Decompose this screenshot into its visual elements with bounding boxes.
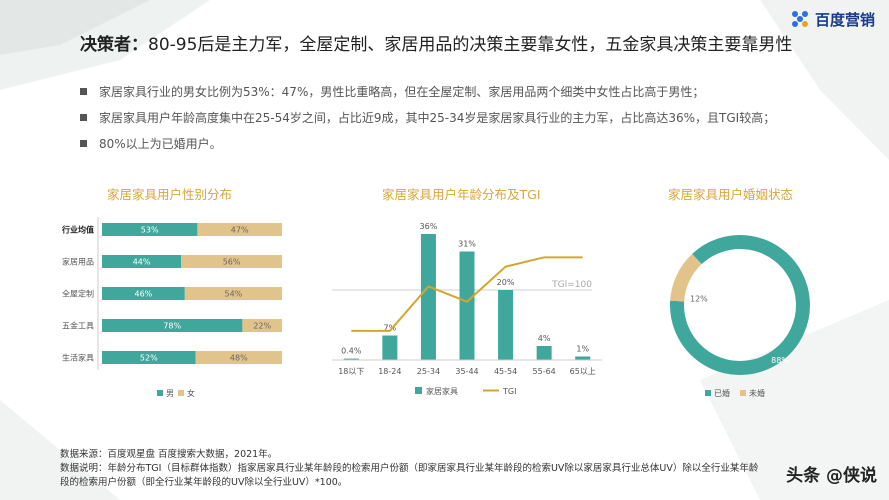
age-bar-label: 36% <box>420 222 438 231</box>
gender-bar-label-male: 78% <box>163 322 181 331</box>
gender-bar-label-female: 48% <box>230 354 248 363</box>
gender-bar-female <box>242 319 282 332</box>
gender-bar-label-female: 56% <box>223 258 241 267</box>
gender-category-label: 全屋定制 <box>62 289 94 299</box>
gender-bar-female <box>184 287 282 300</box>
age-tick-label: 18以下 <box>338 367 364 376</box>
legend-label-single: 未婚 <box>749 388 765 398</box>
gender-bar-female <box>197 223 282 236</box>
footer: 数据来源：百度观星盘 百度搜索大数据，2021年。 数据说明：年龄分布TGI（目… <box>60 448 758 490</box>
age-chart-title: 家居家具用户年龄分布及TGI <box>382 187 541 202</box>
gender-bar-male <box>102 287 185 300</box>
bullet-square-icon <box>80 113 87 121</box>
marriage-chart: 88% 12% 已婚 未婚 <box>670 235 810 398</box>
age-chart: TGI=100 0.4% 18以下 7% 18-24 36% 25-34 31% 35-44 20… <box>332 222 602 396</box>
age-tick-label: 45-54 <box>494 367 517 376</box>
gender-bar-female <box>181 255 282 268</box>
legend-label-tgi: TGI <box>502 387 516 396</box>
gender-bar-label-female: 54% <box>225 290 243 299</box>
gender-bar-male <box>102 255 182 268</box>
legend-label-married: 已婚 <box>714 388 730 398</box>
bullet-square-icon <box>80 87 87 95</box>
age-bar-label: 7% <box>384 324 397 333</box>
legend-label-male: 男 <box>166 389 174 398</box>
gender-bar-male <box>102 319 243 332</box>
age-bar <box>498 290 514 360</box>
legend-swatch-married <box>705 390 711 396</box>
logo-text: 百度营销 <box>814 10 875 29</box>
donut-slice-label: 88% <box>771 356 789 365</box>
donut-slice <box>670 253 702 302</box>
page-title: 决策者：80-95后是主力军，全屋定制、家居用品的决策主要靠女性，五金家具决策主… <box>80 30 792 55</box>
age-bar <box>343 358 359 360</box>
bullet-list: 家居家具行业的男女比例为53%：47%，男性比重略高，但在全屋定制、家居用品两个… <box>80 78 775 156</box>
title-rest: 80-95后是主力军，全屋定制、家居用品的决策主要靠女性，五金家具决策主要靠男性 <box>148 35 793 55</box>
marriage-chart-title: 家居家具用户婚姻状态 <box>668 187 794 202</box>
age-bar-label: 31% <box>458 240 476 249</box>
watermark: 头条 @侠说 <box>786 466 877 486</box>
age-bar-label: 4% <box>538 334 551 343</box>
age-bar <box>536 346 552 360</box>
gender-bar-male <box>102 223 198 236</box>
legend-swatch-male <box>157 390 163 396</box>
gender-category-label: 五金工具 <box>62 321 94 331</box>
footer-note: 数据说明：年龄分布TGI（目标群体指数）指家居家具行业某年龄段的检索用户份额（即… <box>60 463 759 474</box>
gender-category-label: 家居用品 <box>62 257 94 267</box>
age-tick-label: 35-44 <box>455 367 478 376</box>
age-bar-label: 1% <box>576 345 589 354</box>
gender-bar-label-male: 44% <box>133 258 151 267</box>
logo: 百度营销 <box>789 8 875 30</box>
donut-slice <box>670 235 810 375</box>
footer-source: 数据来源：百度观星盘 百度搜索大数据，2021年。 <box>60 449 278 460</box>
bullet-item: 家居家具用户年龄高度集中在25-54岁之间，占比近9成，其中25-34岁是家居家… <box>80 104 775 130</box>
gender-bar-female <box>195 351 282 364</box>
age-bar <box>575 356 591 360</box>
age-tick-label: 18-24 <box>378 367 401 376</box>
age-bar <box>382 335 398 360</box>
bullet-square-icon <box>80 139 87 147</box>
tgi-reference-label: TGI=100 <box>551 280 592 290</box>
gender-bar-male <box>102 351 196 364</box>
age-tick-label: 65以上 <box>570 367 596 376</box>
gender-bar-label-male: 46% <box>135 290 153 299</box>
age-bar <box>459 251 475 360</box>
legend-label-female: 女 <box>187 388 195 398</box>
gender-chart: 行业均值 53% 47% 家居用品 44% 56% 全屋定制 46% 54% 五金工具 78% 22%… <box>61 217 282 398</box>
donut-slice-label: 12% <box>690 295 708 304</box>
footer-note-cont: 段的检索用户份额（即全行业某年龄段的UV除以全行业UV）*100。 <box>60 477 348 488</box>
gender-chart-title: 家居家具用户性别分布 <box>107 187 233 202</box>
gender-bar-label-female: 22% <box>253 322 271 331</box>
bullet-item: 80%以上为已婚用户。 <box>80 130 775 156</box>
legend-label-home: 家居家具 <box>426 386 458 396</box>
legend-swatch-single <box>740 390 746 396</box>
age-bar-label: 20% <box>497 278 515 287</box>
baidu-marketing-logo-icon <box>791 11 808 27</box>
title-bold: 决策者： <box>80 35 148 55</box>
age-tick-label: 55-64 <box>533 367 556 376</box>
gender-category-label: 行业均值 <box>61 225 94 235</box>
age-bar-label: 0.4% <box>341 347 362 356</box>
gender-category-label: 生活家具 <box>62 353 94 363</box>
legend-swatch-female <box>178 390 184 396</box>
age-tick-label: 25-34 <box>417 367 440 376</box>
bullet-item: 家居家具行业的男女比例为53%：47%，男性比重略高，但在全屋定制、家居用品两个… <box>80 78 775 104</box>
gender-bar-label-male: 53% <box>141 226 159 235</box>
tgi-line <box>351 256 583 332</box>
gender-bar-label-male: 52% <box>140 354 158 363</box>
age-bar <box>420 234 436 360</box>
gender-bar-label-female: 47% <box>231 226 249 235</box>
legend-swatch-home <box>415 387 422 394</box>
